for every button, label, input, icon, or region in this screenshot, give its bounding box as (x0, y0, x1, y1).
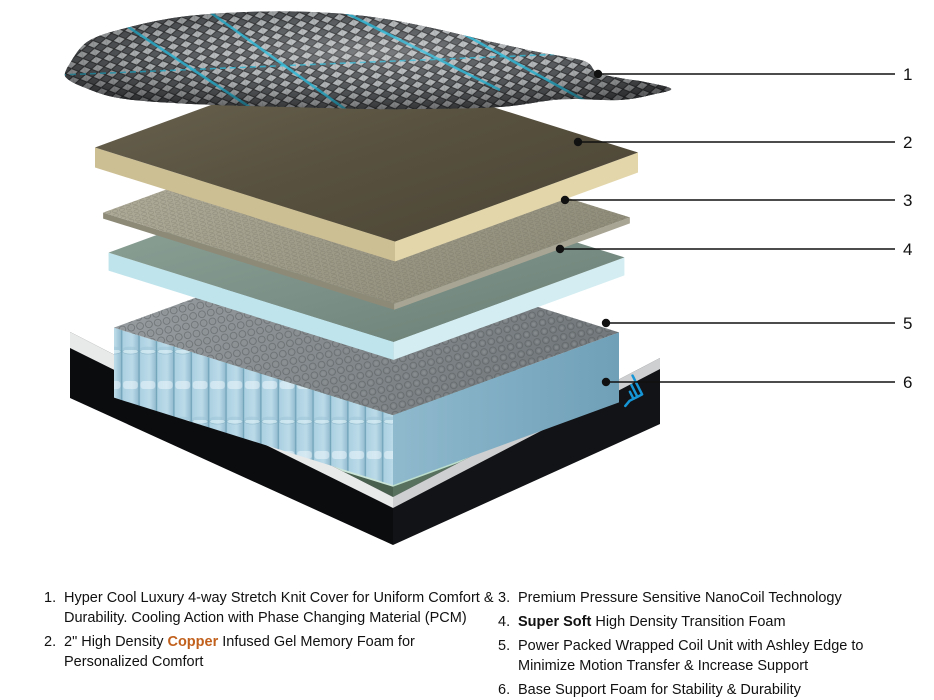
svg-text:1: 1 (903, 65, 912, 84)
svg-text:2: 2 (903, 133, 912, 152)
svg-text:4: 4 (903, 240, 912, 259)
svg-text:5: 5 (903, 314, 912, 333)
svg-text:6: 6 (903, 373, 912, 392)
svg-text:3: 3 (903, 191, 912, 210)
